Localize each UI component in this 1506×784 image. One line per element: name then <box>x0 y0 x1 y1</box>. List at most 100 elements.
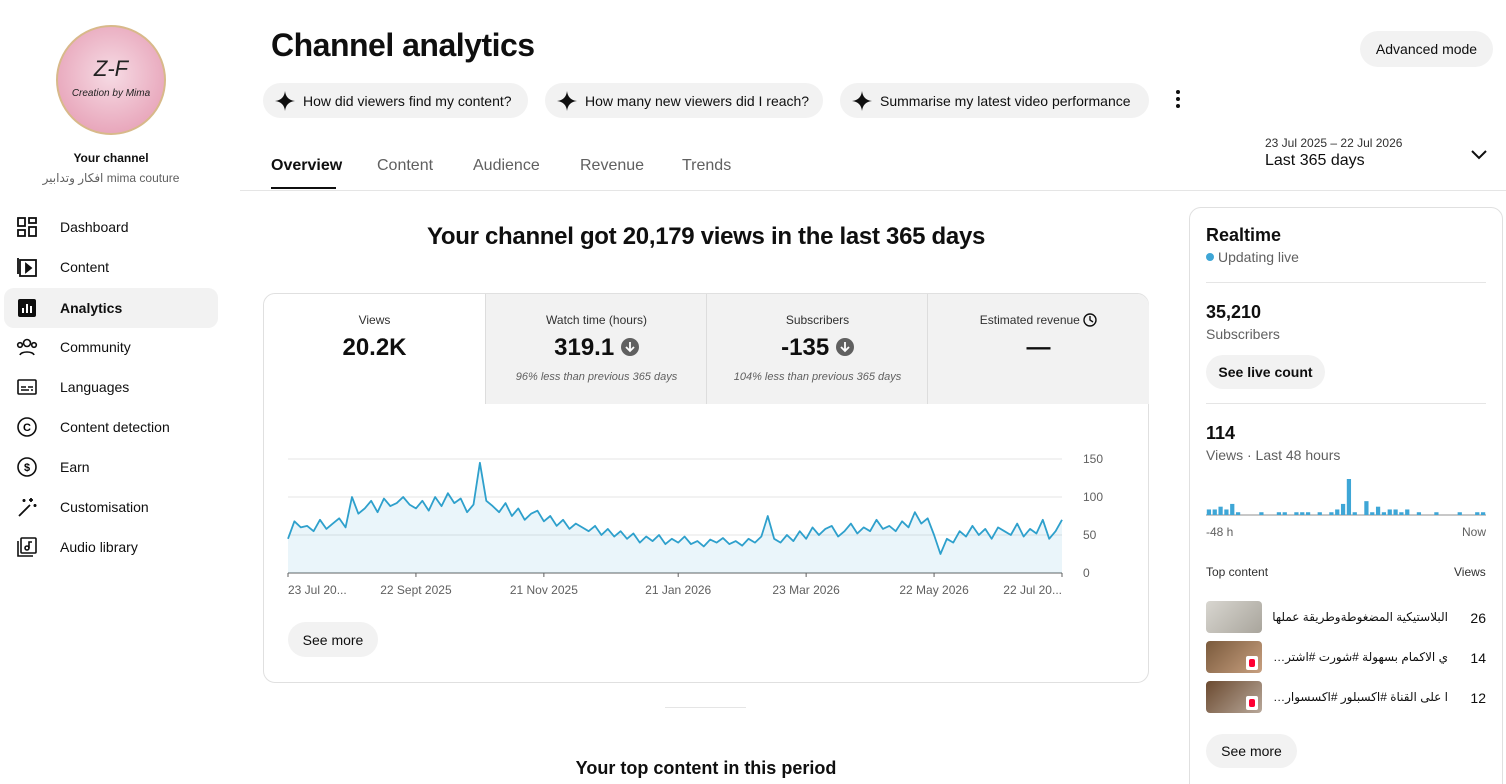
bar <box>1387 509 1392 515</box>
icon <box>18 498 37 517</box>
bar <box>1235 512 1241 515</box>
period-label[interactable]: Last 365 days <box>1265 152 1365 169</box>
realtime-chart: -48 h Now <box>1206 479 1486 539</box>
bar <box>1352 512 1357 515</box>
top-content-item[interactable]: البلاستيكية المضغوطةوطريقة عملها 26 <box>1206 601 1486 633</box>
shorts-logo <box>1249 699 1255 707</box>
realtime-title: Realtime <box>1206 225 1282 245</box>
metric-tab[interactable]: Subscribers -135 104% less than previous… <box>706 294 928 404</box>
icon: C <box>17 417 37 437</box>
section-heading: Your top content in this period <box>575 758 837 778</box>
down-icon <box>620 338 639 356</box>
bar <box>1206 509 1212 515</box>
bar <box>1434 512 1439 515</box>
advanced-mode-button[interactable]: Advanced mode <box>1360 31 1493 67</box>
metric-label: Subscribers <box>785 313 850 327</box>
bar <box>1393 509 1398 515</box>
button-label: See more <box>302 631 364 648</box>
nav-item[interactable]: Dashboard <box>4 207 218 247</box>
subscriber-count: 35,210 <box>1206 302 1262 322</box>
more-menu[interactable] <box>1170 88 1186 110</box>
thumbnail <box>1206 601 1262 633</box>
icon <box>16 338 38 356</box>
channel-avatar[interactable]: Z-F Creation by Mima <box>55 24 167 136</box>
button-label: Advanced mode <box>1375 41 1478 57</box>
metric-value-row: 319.1 <box>486 334 707 362</box>
bar <box>1375 506 1381 515</box>
tab[interactable]: Trends <box>682 157 732 174</box>
tab[interactable]: Audience <box>473 157 540 174</box>
bar <box>1317 512 1322 515</box>
thumbnail <box>1206 641 1262 673</box>
y-tick-label: 150 <box>1083 452 1103 466</box>
bar <box>1457 512 1462 515</box>
bar <box>1381 512 1387 515</box>
channel-name: افكار وتدابير mima couture <box>42 171 180 185</box>
live-dot <box>1206 253 1214 261</box>
prompt-chip[interactable]: How many new viewers did I reach? <box>545 83 823 118</box>
top-content-item[interactable]: ا على القناة #اكسبلور #اكسسوارات 12 <box>1206 681 1486 713</box>
bar <box>1475 512 1480 515</box>
bar <box>1329 512 1334 515</box>
avatar-text: Creation by Mima <box>72 88 151 99</box>
nav-label: Content detection <box>60 419 170 435</box>
nav-item[interactable]: Content <box>4 247 218 287</box>
bar <box>1480 512 1486 515</box>
sparkle-icon <box>852 90 872 111</box>
metric-label-row: Estimated revenue <box>928 313 1149 327</box>
bar <box>1370 512 1375 515</box>
metric-note: 96% less than previous 365 days <box>515 371 678 383</box>
x-tick-label: 23 Jul 20... <box>288 583 347 597</box>
y-tick-label: 50 <box>1083 528 1097 542</box>
bar <box>1282 512 1287 515</box>
bar <box>1305 512 1311 515</box>
realtime-card <box>1189 207 1503 784</box>
nav-item[interactable]: C Content detection <box>4 407 218 447</box>
divider <box>240 190 1506 191</box>
live-count-button[interactable]: See live count <box>1206 355 1325 389</box>
nav-item[interactable]: $ Earn <box>4 447 218 487</box>
icon <box>17 217 37 237</box>
tab[interactable]: Revenue <box>580 157 645 174</box>
nav-item[interactable]: Languages <box>4 367 218 407</box>
channel-label: Your channel <box>73 151 149 165</box>
nav-item[interactable]: Audio library <box>4 527 218 567</box>
shorts-badge <box>1246 656 1258 670</box>
bar <box>1335 509 1340 515</box>
bar <box>1276 512 1282 515</box>
divider <box>1206 282 1486 283</box>
nav-item-active[interactable]: Analytics <box>4 288 218 328</box>
metric-tab[interactable]: Estimated revenue — <box>927 294 1149 404</box>
nav-label: Analytics <box>60 300 123 316</box>
nav-item[interactable]: Community <box>4 327 218 367</box>
see-more-button[interactable]: See more <box>288 622 378 657</box>
bar <box>1416 512 1422 515</box>
bar <box>1259 512 1264 515</box>
area-fill <box>288 462 1062 573</box>
metric-tab[interactable]: Views 20.2K <box>264 294 485 404</box>
x-tick-label: 22 Sept 2025 <box>380 583 452 597</box>
prompt-chip[interactable]: How did viewers find my content? <box>263 83 528 118</box>
bar <box>1218 506 1223 515</box>
see-more-button[interactable]: See more <box>1206 734 1297 768</box>
nav-item[interactable]: Customisation <box>4 487 218 527</box>
icon <box>17 258 37 277</box>
metric-tab[interactable]: Watch time (hours) 319.1 96% less than p… <box>485 294 707 404</box>
dropdown-chevron[interactable] <box>1470 148 1488 162</box>
x-tick-label: 21 Jan 2026 <box>645 583 711 597</box>
views-chart: 0 50 100 150 23 Jul 20... 22 Sept 2025 21 Nov … <box>287 452 1103 597</box>
x-tick-label: 21 Nov 2025 <box>510 583 578 597</box>
top-content-item[interactable]: ي الاكمام بسهولة #شورت #اشتراك 14 <box>1206 641 1486 673</box>
x-tick-label: 22 May 2026 <box>899 583 969 597</box>
tab[interactable]: Content <box>377 157 434 174</box>
prompt-chip[interactable]: Summarise my latest video performance <box>840 83 1149 118</box>
bar <box>1405 509 1410 515</box>
y-tick-label: 100 <box>1083 490 1103 504</box>
item-title: البلاستيكية المضغوطةوطريقة عملها <box>1272 610 1448 624</box>
tab-active[interactable]: Overview <box>271 157 343 174</box>
bar <box>1340 503 1346 515</box>
avatar-text: Z-F <box>93 56 130 81</box>
chip-label: Summarise my latest video performance <box>880 92 1131 109</box>
metric-value: 319.1 <box>554 334 615 361</box>
nav-label: Content <box>60 259 110 275</box>
